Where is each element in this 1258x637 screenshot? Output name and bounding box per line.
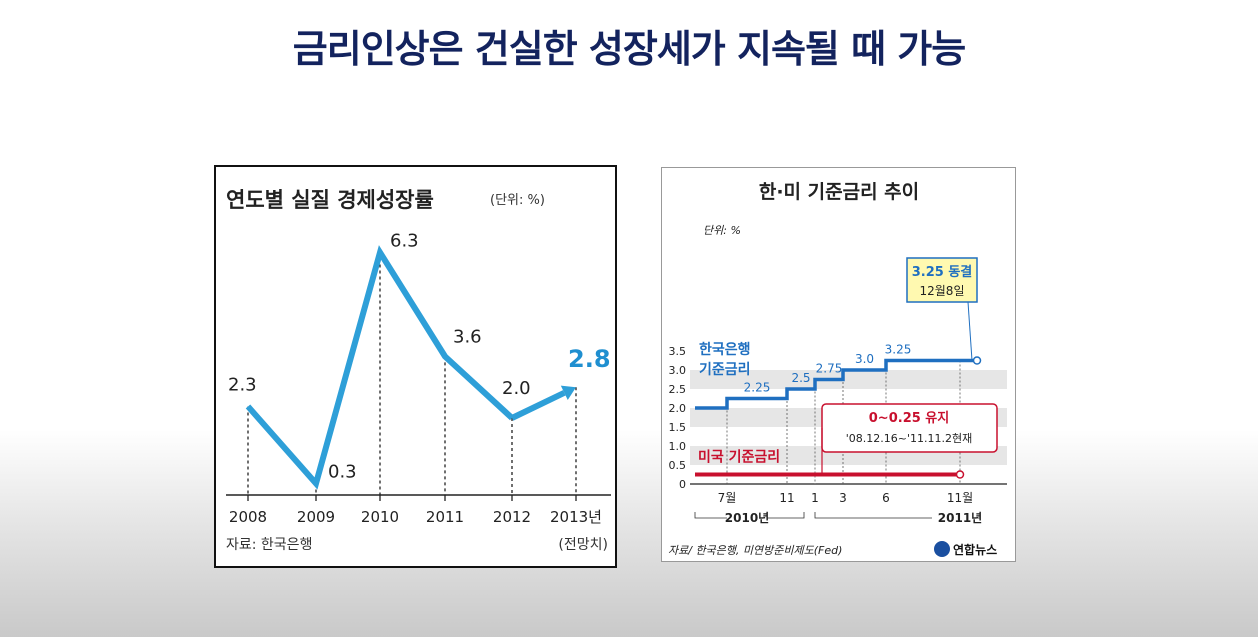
rate-y-tick-label: 2.0: [669, 402, 687, 415]
yonhap-logo-text: 연합뉴스: [953, 542, 997, 557]
growth-unit-label: (단위: %): [490, 193, 545, 208]
rate-korea-series-name: 기준금리: [699, 362, 751, 378]
rate-y-tick-label: 3.5: [669, 345, 687, 358]
growth-value-label: 0.3: [328, 461, 357, 482]
rate-x-year-label: 2011년: [938, 511, 982, 525]
yonhap-logo-mark: [934, 541, 950, 557]
rate-korea-series-name: 한국은행: [699, 342, 751, 358]
growth-chart: 연도별 실질 경제성장률 (단위: %) 자료: 한국은행 (전망치) 2008…: [226, 188, 611, 553]
rate-y-tick-label: 1.0: [669, 440, 687, 453]
growth-value-label: 3.6: [453, 326, 482, 347]
growth-x-tick-label: 2011: [426, 508, 464, 526]
rate-korea-callout-date: 12월8일: [920, 284, 965, 298]
rate-grid-band: [690, 370, 1007, 389]
growth-x-tick-label: 2008: [229, 508, 267, 526]
rate-korea-step-label: 3.0: [855, 352, 874, 366]
growth-source: 자료: 한국은행: [226, 537, 312, 553]
growth-forecast-note: (전망치): [558, 537, 608, 553]
rate-y-tick-label: 1.5: [669, 421, 687, 434]
yonhap-logo: 연합뉴스: [934, 541, 997, 557]
rate-source: 자료/ 한국은행, 미연방준비제도(Fed): [668, 544, 842, 557]
rate-korea-callout-title: 3.25 동결: [912, 264, 973, 280]
growth-forecast-line: [510, 390, 566, 421]
rate-year-bracket-2011: [814, 512, 980, 519]
growth-x-tick-label: 2009: [297, 508, 335, 526]
rate-year-label-bg: [727, 510, 767, 524]
growth-x-tick-label: 2012: [493, 508, 531, 526]
rate-korea-series-line: [695, 358, 977, 410]
rate-us-callout-period: '08.12.16~'11.11.2현재: [846, 432, 972, 445]
rate-chart-panel: 한·미 기준금리 추이 단위: % 자료/ 한국은행, 미연방준비제도(Fed)…: [661, 167, 1016, 562]
rate-korea-end-marker: [972, 356, 982, 365]
rate-korea-step-label: 2.75: [816, 362, 843, 376]
rate-us-end-marker: [955, 470, 965, 479]
rate-us-series-name: 미국 기준금리: [698, 450, 780, 466]
growth-value-label: 6.3: [390, 230, 419, 251]
rate-us-callout-title: 0~0.25 유지: [869, 411, 949, 426]
rate-x-year-label: 2010년: [725, 511, 769, 525]
rate-x-month-label: 11월: [947, 491, 973, 505]
growth-x-tick-label: 2013년: [550, 508, 602, 526]
growth-forecast-arrowhead: [560, 385, 576, 401]
slide-title: 금리인상은 건실한 성장세가 지속될 때 가능: [292, 27, 966, 71]
growth-series-line: [245, 245, 515, 490]
growth-value-label: 2.0: [502, 378, 531, 399]
rate-korea-step-label: 3.25: [885, 343, 912, 357]
rate-x-month-label: 6: [882, 491, 890, 505]
rate-x-month-label: 11: [779, 491, 794, 505]
rate-korea-callout-box: [906, 257, 978, 303]
growth-x-tick-label: 2010: [361, 508, 399, 526]
rate-x-month-label: 1: [811, 491, 819, 505]
rate-x-month-label: 7월: [718, 491, 737, 505]
rate-chart-title: 한·미 기준금리 추이: [759, 181, 919, 203]
rate-year-label-bg: [932, 510, 978, 524]
growth-chart-title: 연도별 실질 경제성장률: [226, 188, 434, 212]
rate-y-tick-label: 0.5: [669, 459, 687, 472]
rate-x-month-label: 3: [839, 491, 847, 505]
rate-y-tick-label: 3.0: [669, 364, 687, 377]
rate-y-tick-label: 0: [679, 478, 686, 491]
growth-value-label: 2.3: [228, 374, 257, 395]
rate-korea-step-label: 2.5: [791, 371, 810, 385]
rate-unit-label: 단위: %: [703, 224, 741, 237]
growth-chart-panel: 연도별 실질 경제성장률 (단위: %) 자료: 한국은행 (전망치) 2008…: [214, 165, 617, 568]
growth-forecast-value-label: 2.8: [568, 345, 611, 373]
rate-korea-step-label: 2.25: [744, 381, 771, 395]
rate-chart: 한·미 기준금리 추이 단위: % 자료/ 한국은행, 미연방준비제도(Fed)…: [668, 181, 1007, 557]
rate-y-tick-label: 2.5: [669, 383, 687, 396]
